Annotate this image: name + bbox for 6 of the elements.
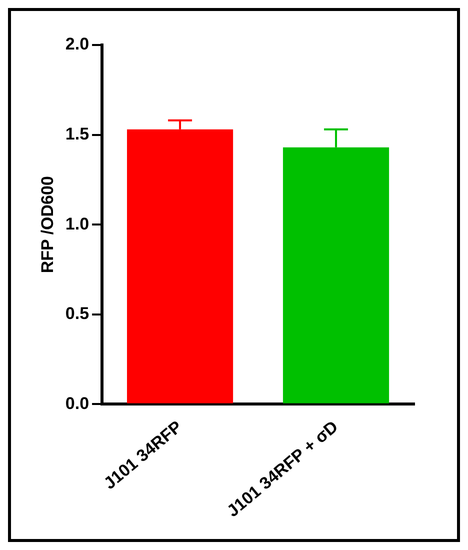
y-tick-label: 1.5 bbox=[65, 124, 90, 144]
y-tick-label: 0.0 bbox=[65, 394, 90, 413]
y-tick-label: 2.0 bbox=[65, 34, 90, 54]
y-tick-label: 1.0 bbox=[65, 214, 90, 234]
y-axis-title: RFP /OD600 bbox=[38, 176, 57, 274]
y-tick-label: 0.5 bbox=[65, 304, 90, 324]
